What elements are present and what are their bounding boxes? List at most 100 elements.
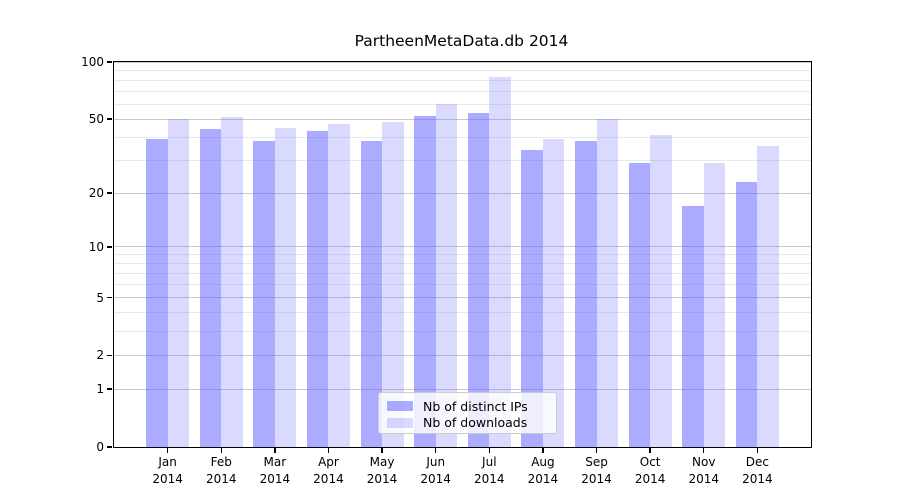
- bar-downloads-apr: [328, 124, 350, 447]
- bar-distinct-ips-sep: [575, 141, 597, 447]
- x-tick-month: Oct: [639, 455, 661, 469]
- x-tick-month: Jun: [426, 455, 446, 469]
- y-tick-0: [107, 446, 112, 448]
- x-tick-label-sep: Sep 2014: [565, 454, 629, 487]
- bar-distinct-ips-jul: [467, 112, 490, 447]
- chart-title: PartheenMetaData.db 2014: [354, 32, 569, 50]
- bar-distinct-ips-feb: [199, 129, 222, 447]
- bar-downloads-jul: [489, 77, 511, 447]
- gridline-major-20: [114, 192, 811, 194]
- x-tick-label-nov: Nov 2014: [672, 454, 736, 487]
- x-tick-label-aug: Aug 2014: [511, 454, 575, 487]
- gridline-minor-9: [114, 254, 811, 256]
- bar-downloads-nov: [703, 163, 726, 447]
- bar-downloads-jun: [435, 104, 458, 447]
- gridline-minor-7: [114, 273, 811, 275]
- bar-distinct-ips-mar: [253, 141, 275, 447]
- gridline-minor-6: [114, 284, 811, 286]
- x-tick-dec: [756, 447, 759, 453]
- x-tick-month: Sep: [585, 455, 608, 469]
- legend-swatch-downloads: [387, 417, 413, 428]
- legend-label-downloads: Nb of downloads: [423, 415, 528, 431]
- x-tick-month: Mar: [263, 455, 287, 469]
- x-tick-oct: [649, 447, 651, 453]
- x-tick-label-jun: Jun 2014: [404, 454, 468, 487]
- x-tick-label-jul: Jul 2014: [457, 454, 521, 487]
- x-tick-mar: [274, 447, 276, 453]
- legend: Nb of distinct IPs Nb of downloads: [378, 392, 557, 434]
- bar-downloads-may: [382, 122, 404, 447]
- y-tick-5: [107, 296, 112, 299]
- y-tick-label-5: 5: [96, 290, 104, 305]
- x-tick-label-jan: Jan 2014: [136, 454, 200, 487]
- x-tick-label-apr: Apr 2014: [296, 454, 360, 487]
- x-tick-feb: [220, 447, 222, 453]
- y-tick-label-2: 2: [96, 348, 104, 363]
- x-tick-month: Nov: [692, 455, 716, 469]
- x-tick-year: 2014: [581, 471, 612, 486]
- x-tick-may: [381, 447, 383, 453]
- x-tick-apr: [327, 447, 330, 453]
- x-tick-sep: [595, 447, 598, 453]
- x-tick-year: 2014: [527, 471, 559, 486]
- gridline-minor-4: [114, 312, 811, 314]
- y-tick-1: [107, 388, 112, 390]
- bar-downloads-feb: [221, 117, 243, 447]
- x-tick-year: 2014: [742, 471, 773, 486]
- x-tick-label-mar: Mar 2014: [243, 454, 307, 487]
- bar-distinct-ips-dec: [735, 181, 758, 447]
- bar-distinct-ips-may: [360, 141, 383, 447]
- bar-downloads-oct: [650, 135, 672, 447]
- x-tick-year: 2014: [152, 471, 183, 486]
- x-tick-year: 2014: [313, 471, 344, 486]
- x-tick-year: 2014: [634, 471, 666, 486]
- x-tick-jul: [488, 447, 490, 453]
- bar-distinct-ips-jun: [414, 115, 436, 447]
- y-tick-label-0: 0: [96, 440, 104, 454]
- bar-distinct-ips-apr: [307, 131, 329, 447]
- x-tick-month: Dec: [745, 455, 769, 469]
- y-tick-2: [107, 354, 112, 357]
- gridline-major-1: [114, 388, 811, 390]
- bar-downloads-mar: [274, 127, 297, 447]
- gridline-minor-8: [114, 263, 811, 265]
- x-tick-jun: [434, 447, 437, 453]
- x-tick-month: Jan: [158, 455, 177, 469]
- bar-downloads-dec: [757, 145, 779, 447]
- gridline-major-5: [114, 297, 811, 299]
- gridline-minor-70: [114, 90, 811, 92]
- y-tick-label-20: 20: [88, 186, 104, 201]
- x-tick-year: 2014: [205, 471, 237, 486]
- x-tick-year: 2014: [259, 471, 291, 486]
- y-tick-50: [107, 118, 112, 120]
- x-tick-month: Feb: [210, 455, 232, 469]
- x-tick-label-feb: Feb 2014: [189, 454, 253, 487]
- y-tick-label-1: 1: [96, 382, 104, 397]
- x-tick-label-oct: Oct 2014: [618, 454, 682, 487]
- x-tick-month: Apr: [318, 455, 339, 469]
- y-tick-label-100: 100: [81, 55, 104, 69]
- gridline-minor-30: [114, 160, 811, 162]
- legend-swatch-distinct-ips: [387, 401, 413, 412]
- bar-distinct-ips-nov: [682, 205, 704, 447]
- x-tick-month: May: [369, 455, 395, 469]
- x-tick-label-dec: Dec 2014: [725, 454, 789, 487]
- bar-distinct-ips-aug: [521, 150, 543, 447]
- x-tick-label-may: May 2014: [350, 454, 414, 487]
- gridline-major-100: [114, 61, 811, 63]
- gridline-minor-3: [114, 330, 811, 332]
- y-tick-label-50: 50: [88, 112, 104, 126]
- bar-downloads-aug: [542, 139, 565, 447]
- gridline-minor-80: [114, 79, 811, 81]
- bar-distinct-ips-oct: [628, 163, 651, 447]
- y-tick-label-10: 10: [88, 239, 104, 254]
- x-tick-aug: [542, 447, 544, 453]
- x-tick-year: 2014: [420, 471, 451, 486]
- gridline-minor-40: [114, 136, 811, 138]
- y-tick-20: [107, 192, 112, 194]
- x-tick-year: 2014: [474, 471, 505, 486]
- bar-downloads-jan: [167, 119, 190, 447]
- bar-downloads-sep: [596, 119, 618, 447]
- legend-item-downloads: Nb of downloads: [387, 415, 548, 432]
